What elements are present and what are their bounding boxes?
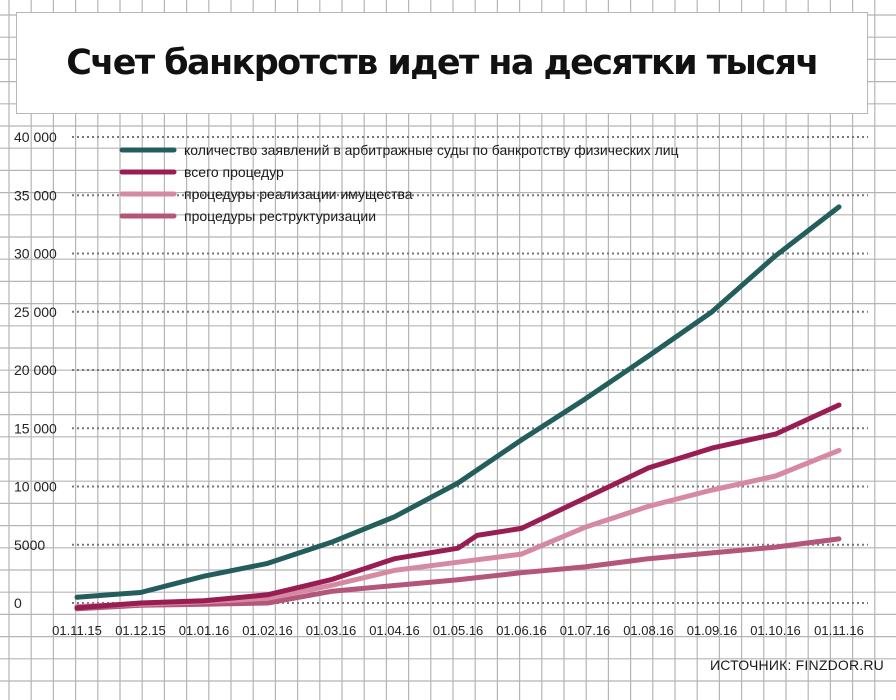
chart-title-box: Счет банкротств идет на десятки тысяч <box>16 12 868 114</box>
y-tick-label: 5000 <box>14 537 45 553</box>
x-tick-label: 01.07.16 <box>560 623 611 638</box>
legend-label: процедуры реструктуризации <box>184 208 376 224</box>
y-tick-label: 30 000 <box>14 246 57 262</box>
x-tick-label: 01.10.16 <box>750 623 801 638</box>
x-tick-label: 01.04.16 <box>369 623 420 638</box>
x-tick-label: 01.01.16 <box>179 623 230 638</box>
x-tick-label: 01.05.16 <box>433 623 484 638</box>
x-tick-label: 01.03.16 <box>306 623 357 638</box>
legend: количество заявлений в арбитражные суды … <box>119 142 679 224</box>
y-axis-ticks: 0 5000 10 000 15 000 20 000 25 000 30 000 35 00… <box>14 129 868 611</box>
x-tick-label: 01.02.16 <box>242 623 293 638</box>
series-line <box>74 402 842 611</box>
y-tick-label: 35 000 <box>14 187 57 203</box>
x-tick-label: 01.11.15 <box>52 623 102 638</box>
series-line <box>74 204 842 600</box>
legend-label: всего процедур <box>184 164 284 180</box>
x-tick-label: 01.09.16 <box>687 623 738 638</box>
source-note: ИСТОЧНИК: FINZDOR.RU <box>710 657 884 673</box>
x-tick-label: 01.06.16 <box>496 623 547 638</box>
series-line <box>74 447 842 609</box>
y-tick-label: 0 <box>14 595 22 611</box>
chart-series <box>74 204 842 612</box>
y-tick-label: 10 000 <box>14 479 57 495</box>
legend-label: количество заявлений в арбитражные суды … <box>184 142 679 158</box>
x-tick-label: 01.11.16 <box>814 623 864 638</box>
legend-label: процедуры реализации имущества <box>184 186 413 202</box>
x-tick-label: 01.12.15 <box>115 623 166 638</box>
x-tick-label: 01.08.16 <box>623 623 674 638</box>
y-tick-label: 25 000 <box>14 304 57 320</box>
y-tick-label: 15 000 <box>14 420 57 436</box>
y-tick-label: 40 000 <box>14 129 57 145</box>
x-axis-ticks: 01.11.15 01.12.15 01.01.16 01.02.16 01.03.16… <box>52 623 864 638</box>
y-tick-label: 20 000 <box>14 362 57 378</box>
chart-title: Счет банкротств идет на десятки тысяч <box>66 43 819 83</box>
